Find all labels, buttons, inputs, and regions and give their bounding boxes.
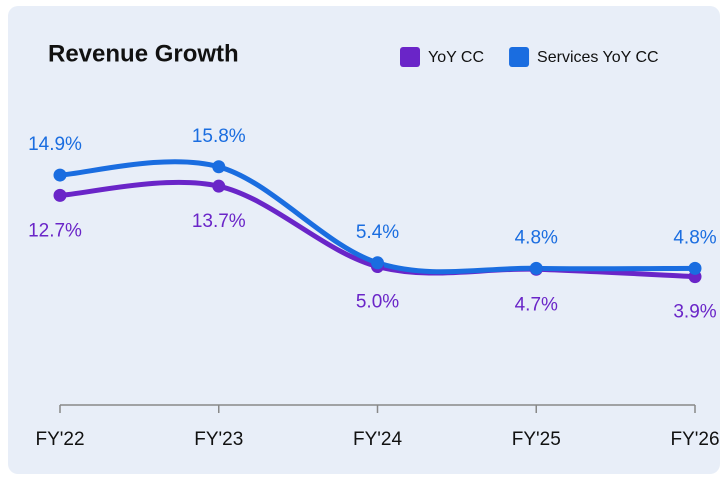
legend-swatch xyxy=(509,47,530,67)
data-label: 12.7% xyxy=(28,220,82,241)
data-label: 13.7% xyxy=(192,211,246,232)
data-label: 4.8% xyxy=(515,227,558,248)
data-label: 4.7% xyxy=(515,294,558,315)
data-point xyxy=(688,261,702,275)
data-label: 3.9% xyxy=(673,302,716,323)
x-tick-label: FY'26 xyxy=(670,429,719,450)
legend-label: Services YoY CC xyxy=(537,49,659,66)
data-label: 15.8% xyxy=(192,126,246,147)
data-point xyxy=(212,179,226,193)
chart-title: Revenue Growth xyxy=(48,40,239,67)
legend-swatch xyxy=(400,47,420,67)
data-point xyxy=(53,188,67,202)
x-tick-label: FY'23 xyxy=(194,429,243,450)
data-label: 14.9% xyxy=(28,134,82,155)
x-tick-label: FY'22 xyxy=(35,429,84,450)
data-point xyxy=(212,160,226,174)
x-tick-label: FY'25 xyxy=(512,429,561,450)
card xyxy=(8,6,720,474)
x-tick-label: FY'24 xyxy=(353,429,402,450)
data-label: 5.0% xyxy=(356,292,399,313)
legend-label: YoY CC xyxy=(428,49,484,66)
data-point xyxy=(53,168,67,182)
data-label: 5.4% xyxy=(356,222,399,243)
data-label: 4.8% xyxy=(673,227,716,248)
data-point xyxy=(371,256,384,270)
data-point xyxy=(529,261,543,275)
